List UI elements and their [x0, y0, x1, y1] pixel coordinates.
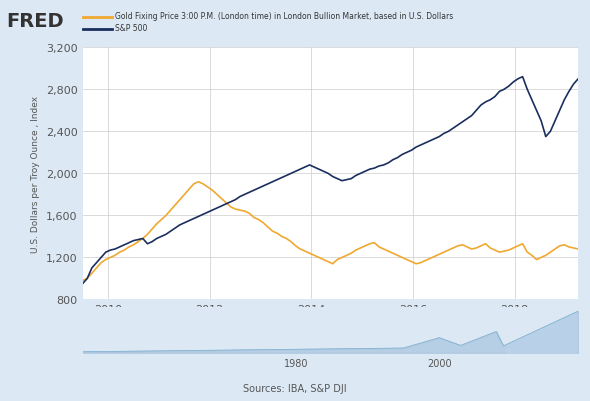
Text: Gold Fixing Price 3:00 P.M. (London time) in London Bullion Market, based in U.S: Gold Fixing Price 3:00 P.M. (London time…	[115, 12, 453, 21]
Y-axis label: U.S. Dollars per Troy Ounce , Index: U.S. Dollars per Troy Ounce , Index	[31, 95, 41, 252]
Text: Sources: IBA, S&P DJI: Sources: IBA, S&P DJI	[243, 383, 347, 393]
Text: S&P 500: S&P 500	[115, 24, 148, 33]
Text: FRED: FRED	[6, 12, 64, 31]
